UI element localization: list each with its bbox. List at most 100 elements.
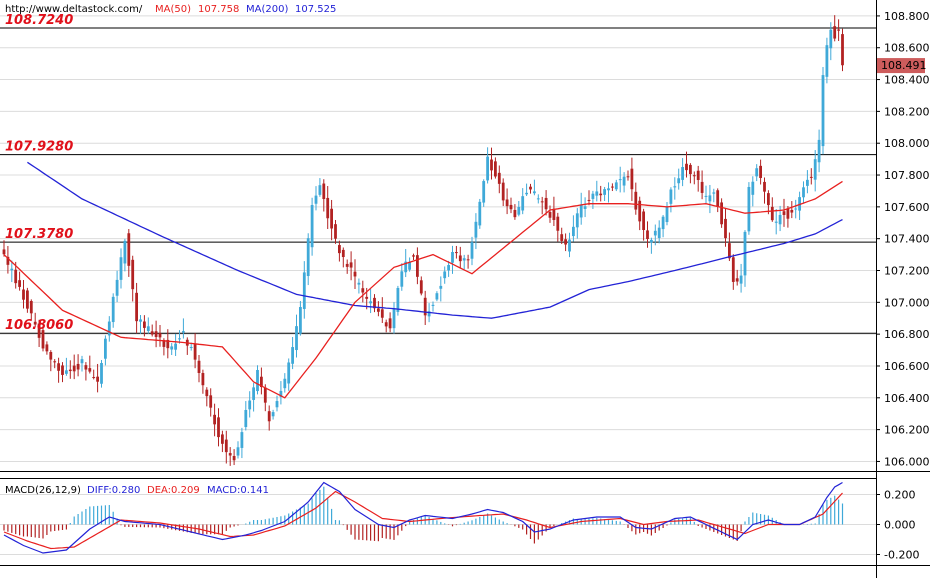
- candle-body: [365, 296, 369, 299]
- candle-body: [291, 347, 294, 364]
- candle-body: [193, 344, 197, 360]
- level-label-108-7240: 108.7240: [5, 13, 73, 28]
- candle-body: [575, 213, 579, 228]
- candle-body: [821, 75, 825, 147]
- candle-body: [139, 319, 142, 322]
- candle-body: [170, 346, 174, 350]
- candle-body: [357, 282, 361, 285]
- candle-body: [143, 321, 146, 328]
- candle-body: [626, 176, 630, 178]
- candle-body: [104, 338, 107, 359]
- candle-body: [478, 201, 482, 226]
- candle-body: [661, 216, 665, 230]
- candle-body: [618, 179, 622, 181]
- macd-axis-label: 0.200: [884, 489, 916, 502]
- candle-body: [84, 365, 88, 370]
- candle-body: [158, 333, 162, 338]
- candle-body: [353, 271, 357, 277]
- candle-body: [408, 261, 411, 270]
- candle-body: [591, 193, 595, 199]
- candle-body: [361, 288, 365, 293]
- candle-body: [123, 240, 127, 264]
- support-resistance-levels: [0, 27, 876, 334]
- candle-body: [100, 363, 103, 384]
- price-axis-label: 106.400: [884, 392, 930, 405]
- candle-body: [579, 204, 583, 218]
- price-axis-label: 106.200: [884, 424, 930, 437]
- macd-dea-value: DEA:0.209: [147, 485, 200, 496]
- candle-body: [806, 179, 809, 186]
- candle-body: [505, 199, 509, 207]
- candle-body: [341, 249, 345, 258]
- candle-body: [728, 243, 731, 259]
- candle-body: [681, 167, 684, 180]
- level-label-106-8060: 106.8060: [5, 318, 73, 333]
- candle-body: [80, 359, 84, 364]
- level-label-107-9280: 107.9280: [5, 140, 73, 155]
- candle-body: [68, 369, 72, 372]
- candle-body: [310, 205, 314, 248]
- candle-body: [517, 206, 521, 215]
- candle-body: [486, 156, 489, 181]
- candle-body: [712, 192, 716, 194]
- candle-body: [240, 432, 244, 448]
- candle-body: [252, 387, 255, 400]
- candle-body: [263, 387, 267, 403]
- ma200-label: MA(200): [246, 4, 288, 15]
- candle-body: [295, 326, 298, 351]
- chart-header: http://www.deltastock.com/ MA(50) 107.75…: [5, 4, 336, 15]
- candle-body: [404, 261, 408, 273]
- candle-body: [708, 195, 712, 202]
- candle-body: [825, 45, 829, 77]
- candle-body: [275, 401, 279, 408]
- price-axis-label: 108.400: [884, 74, 930, 87]
- candle-body: [388, 318, 392, 329]
- candle-body: [751, 181, 755, 195]
- candle-body: [209, 395, 213, 408]
- candle-body: [759, 165, 762, 178]
- price-axis-label: 108.200: [884, 105, 930, 118]
- candle-body: [716, 190, 720, 207]
- candle-body: [10, 268, 14, 271]
- candle-body: [197, 360, 201, 373]
- moving-averages: [3, 161, 843, 399]
- candle-body: [244, 409, 248, 428]
- candle-body: [22, 289, 25, 300]
- candle-body: [314, 195, 318, 204]
- price-axis-label: 107.800: [884, 169, 930, 182]
- candle-body: [544, 197, 548, 210]
- price-axis-label: 106.000: [884, 455, 930, 468]
- candle-body: [474, 221, 478, 238]
- current-price-label: 108.491: [881, 59, 927, 72]
- candle-body: [178, 338, 181, 340]
- macd-diff-line: [3, 481, 843, 554]
- candle-body: [2, 249, 6, 255]
- candle-body: [525, 192, 528, 195]
- candle-body: [96, 376, 99, 382]
- candle-body: [41, 330, 45, 349]
- candle-body: [115, 279, 119, 296]
- candle-body: [166, 339, 170, 349]
- candle-body: [455, 252, 458, 254]
- candle-body: [509, 204, 513, 210]
- macd-axis-label: 0.000: [884, 519, 916, 532]
- candle-body: [345, 263, 349, 267]
- macd-header: MACD(26,12,9) DIFF:0.280 DEA:0.209 MACD:…: [5, 485, 269, 496]
- candle-body: [57, 363, 60, 371]
- candle-body: [634, 191, 638, 210]
- candle-body: [228, 453, 232, 456]
- candle-body: [462, 258, 466, 261]
- candle-body: [470, 242, 474, 259]
- candle-body: [439, 285, 443, 289]
- ma200-line: [27, 161, 843, 319]
- candle-body: [369, 301, 372, 304]
- price-axis-label: 106.800: [884, 328, 930, 341]
- candle-body: [689, 164, 692, 175]
- macd-title: MACD(26,12,9): [5, 485, 81, 496]
- candle-body: [622, 176, 626, 186]
- candle-body: [813, 159, 817, 180]
- candle-body: [482, 181, 486, 203]
- candle-body: [236, 447, 240, 456]
- candle-body: [380, 309, 384, 318]
